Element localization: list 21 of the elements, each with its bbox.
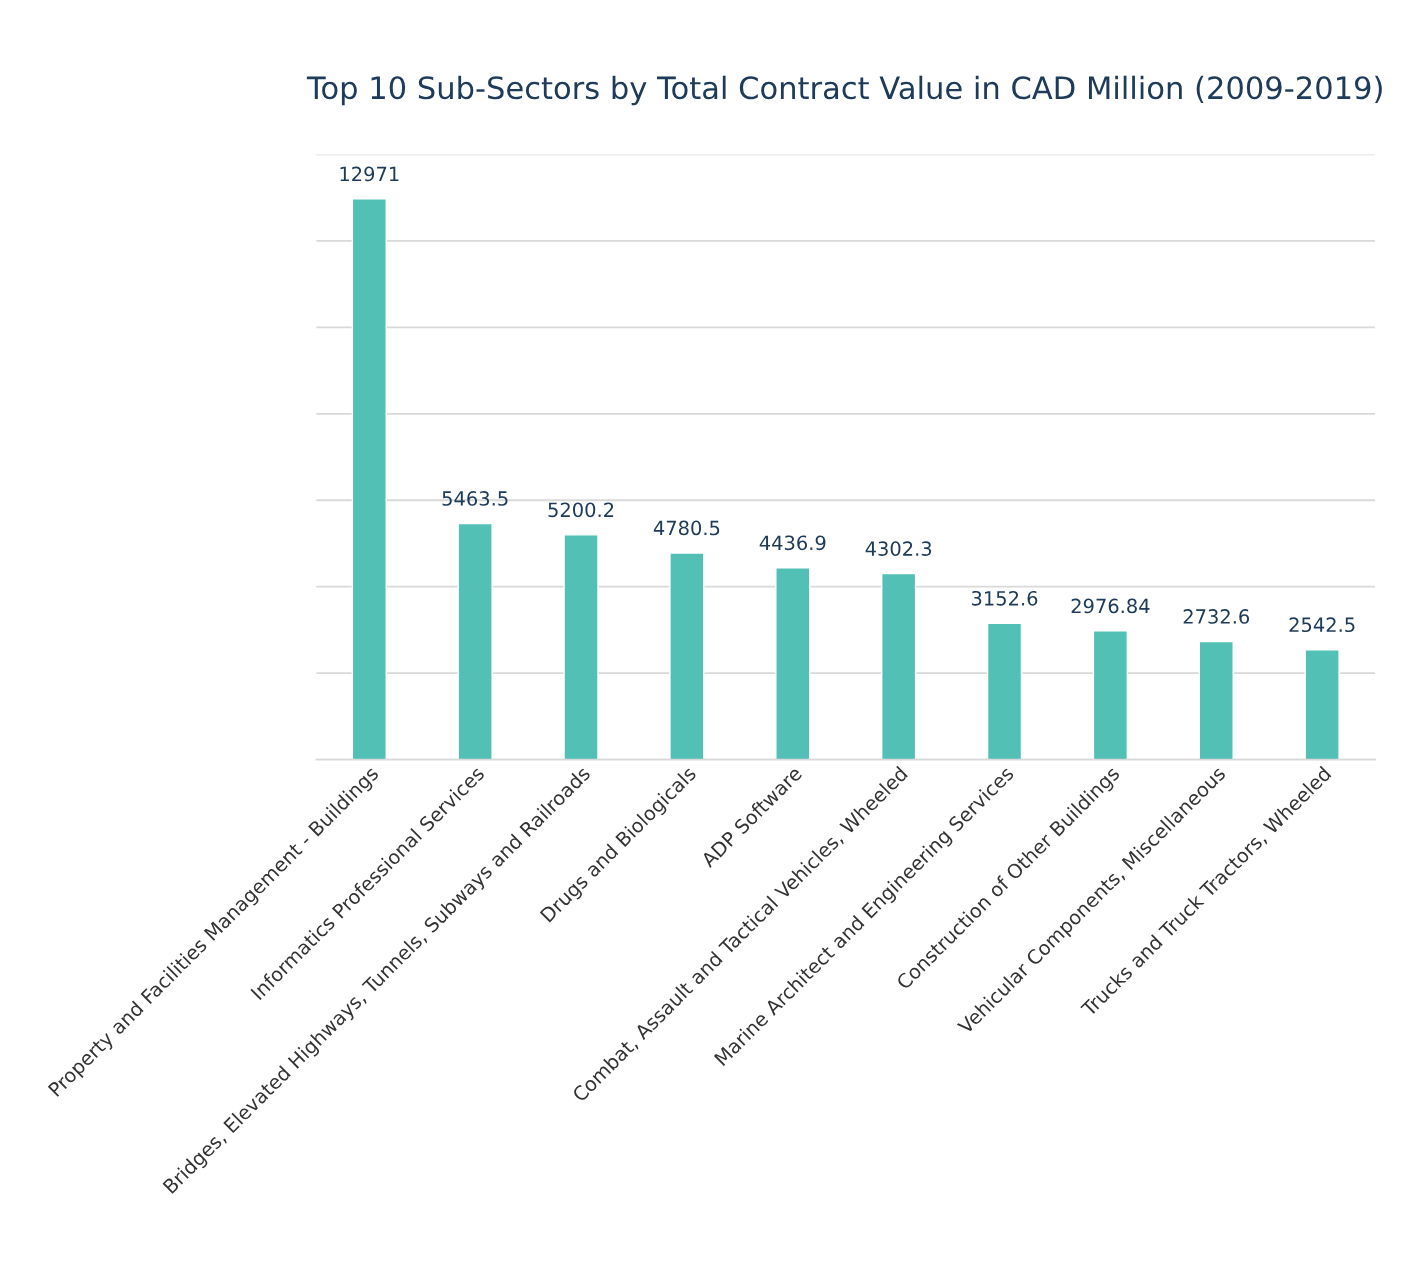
data-label: 4436.9 — [759, 535, 826, 551]
data-label: 4780.5 — [653, 520, 720, 536]
bar — [563, 534, 599, 760]
chart-title: Top 10 Sub-Sectors by Total Contract Value in CAD Million (2009-2019) — [306, 75, 1382, 106]
data-label: 2976.84 — [1071, 598, 1150, 614]
data-label: 5200.2 — [548, 502, 614, 518]
data-label: 3152.6 — [971, 590, 1038, 606]
bar — [1304, 649, 1340, 760]
data-label: 5463.5 — [442, 491, 508, 506]
bar — [351, 198, 387, 760]
bar — [1092, 630, 1129, 760]
bar — [986, 622, 1023, 760]
bar — [457, 522, 493, 760]
data-label: 2542.5 — [1289, 617, 1355, 633]
bar — [1198, 640, 1234, 760]
data-label: 12971 — [340, 166, 399, 182]
bar — [669, 552, 705, 760]
data-label: 4302.3 — [865, 541, 932, 556]
bar — [881, 572, 917, 760]
data-label: 2732.6 — [1183, 609, 1250, 624]
bar — [775, 567, 811, 760]
